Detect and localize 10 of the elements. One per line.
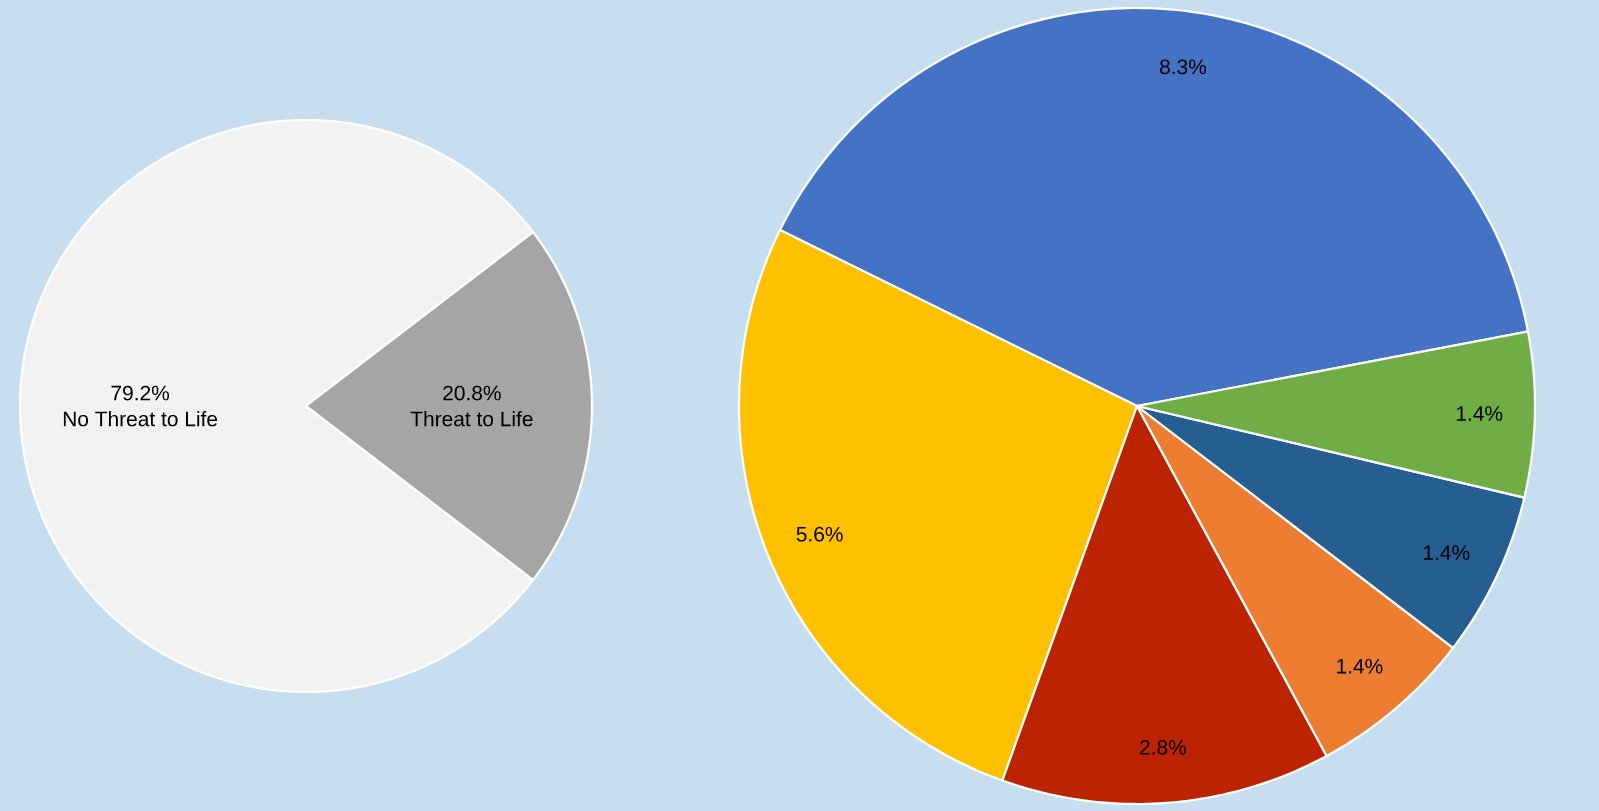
data-label: 8.3% — [1160, 59, 1207, 75]
slice-label: No Threat to Life — [63, 411, 218, 427]
data-label: 20.8% — [443, 385, 501, 401]
data-label: 1.4% — [1456, 406, 1503, 421]
data-label: 1.4% — [1424, 545, 1470, 560]
data-label: 2.8% — [1140, 739, 1187, 755]
data-label: 5.6% — [796, 526, 843, 542]
data-label: 1.4% — [1337, 658, 1383, 674]
slice-label: Threat to Life — [410, 411, 533, 427]
data-label: 79.2% — [111, 385, 170, 401]
